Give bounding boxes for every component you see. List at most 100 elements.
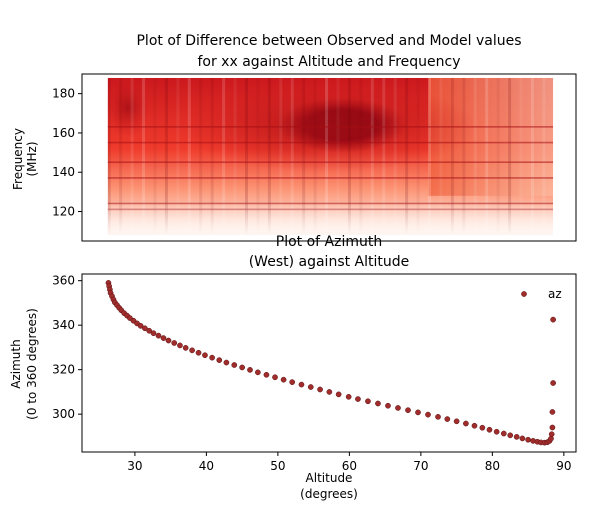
data-point-az xyxy=(216,357,223,363)
heatmap-column xyxy=(359,77,363,236)
scatter-y-tick-label: 360 xyxy=(52,274,75,288)
scatter-axes-frame xyxy=(81,273,577,453)
heatmap-axes-frame xyxy=(81,73,577,242)
heatmap-column xyxy=(439,77,443,236)
data-point-az xyxy=(182,345,189,351)
heatmap-column xyxy=(199,77,203,236)
data-point-az xyxy=(146,327,153,334)
data-point-az xyxy=(137,322,144,329)
data-point-az xyxy=(289,379,296,385)
scatter-x-ticks: 30 40 50 60 70 80 90 xyxy=(127,452,571,473)
heatmap-column xyxy=(279,77,283,236)
data-point-az xyxy=(355,396,361,402)
data-point-az xyxy=(507,432,514,439)
data-point-az xyxy=(231,362,238,368)
heatmap-y-tick-label: 120 xyxy=(52,205,75,219)
heatmap-y-tick-label: 160 xyxy=(52,126,75,140)
heatmap-column xyxy=(107,77,111,236)
scatter-x-tick-label: 60 xyxy=(342,459,357,473)
data-point-az xyxy=(155,332,162,339)
scatter-y-label-line-2: (0 to 360 degrees) xyxy=(25,308,39,420)
data-point-az xyxy=(415,409,421,416)
data-point-az xyxy=(263,371,270,378)
data-point-az xyxy=(471,422,478,429)
heatmap-column xyxy=(222,77,226,236)
heatmap-column xyxy=(267,77,271,236)
data-point-az xyxy=(195,349,202,356)
data-point-az xyxy=(550,380,556,386)
heatmap-low-band xyxy=(107,201,554,236)
scatter-y-tick-label: 300 xyxy=(52,407,75,421)
scatter-y-tick-label: 340 xyxy=(52,318,75,332)
heatmap-column xyxy=(450,77,454,236)
scatter-panel: Plot of Azimuth (West) against Altitude … xyxy=(9,234,577,501)
legend-label-az: az xyxy=(548,287,562,301)
data-point-az xyxy=(500,430,507,437)
data-point-az xyxy=(486,426,493,433)
heatmap-column xyxy=(256,77,260,236)
heatmap-column xyxy=(382,77,386,236)
data-point-az xyxy=(255,369,261,376)
data-point-az xyxy=(280,376,287,383)
heatmap-column xyxy=(153,77,157,236)
heatmap-column xyxy=(176,77,180,236)
scatter-x-tick-label: 70 xyxy=(413,459,428,473)
data-point-az xyxy=(189,347,195,354)
heatmap-column xyxy=(164,77,168,236)
heatmap-column xyxy=(428,77,432,236)
data-point-az xyxy=(160,335,167,341)
data-point-az xyxy=(171,340,178,346)
data-point-az xyxy=(165,337,172,344)
heatmap-y-label-line-1: Frequency xyxy=(11,128,25,190)
scatter-x-tick-label: 30 xyxy=(127,459,142,473)
data-point-az xyxy=(209,354,215,361)
heatmap-y-tick-label: 140 xyxy=(52,165,75,179)
heatmap-column xyxy=(210,77,214,236)
data-point-az xyxy=(550,316,556,323)
data-point-az xyxy=(239,364,245,371)
data-point-az xyxy=(548,431,555,438)
scatter-x-tick-label: 90 xyxy=(556,459,571,473)
heatmap-column xyxy=(119,77,123,236)
data-point-az xyxy=(425,411,431,418)
data-point-az xyxy=(150,330,157,337)
heatmap-column xyxy=(530,77,534,236)
data-point-az xyxy=(317,386,323,393)
scatter-y-label-line-1: Azimuth xyxy=(9,339,23,388)
heatmap-column xyxy=(519,77,523,236)
heatmap-region-2 xyxy=(107,77,150,137)
data-point-az xyxy=(405,407,411,414)
data-point-az xyxy=(444,416,451,422)
data-point-az xyxy=(453,418,460,425)
data-point-az xyxy=(335,391,342,398)
data-point-az xyxy=(375,400,381,407)
legend-marker-az xyxy=(521,291,527,297)
heatmap-column xyxy=(244,77,248,236)
data-point-az xyxy=(142,325,148,332)
heatmap-panel: Plot of Difference between Observed and … xyxy=(11,33,577,242)
heatmap-y-ticks: 120 140 160 180 xyxy=(52,87,82,219)
data-point-az xyxy=(272,374,278,381)
heatmap-column xyxy=(462,77,466,236)
data-point-az xyxy=(479,424,486,431)
data-point-az xyxy=(513,434,520,440)
heatmap-column xyxy=(142,77,146,236)
heatmap-streak-1 xyxy=(107,141,554,144)
data-point-az xyxy=(307,384,314,390)
scatter-y-tick-label: 320 xyxy=(52,363,75,377)
data-point-az xyxy=(435,413,441,420)
heatmap-column xyxy=(347,77,351,236)
heatmap-column xyxy=(485,77,489,236)
heatmap-column xyxy=(290,77,294,236)
data-point-az xyxy=(385,402,391,409)
scatter-legend: az xyxy=(521,287,562,301)
heatmap-column xyxy=(393,77,397,236)
heatmap-column xyxy=(473,77,477,236)
scatter-x-label-line-2: (degrees) xyxy=(300,487,358,501)
data-point-az xyxy=(202,352,208,359)
scatter-points xyxy=(105,280,556,446)
heatmap-column xyxy=(325,77,329,236)
heatmap-streak-2 xyxy=(107,161,554,164)
heatmap-streak-3 xyxy=(107,177,554,179)
